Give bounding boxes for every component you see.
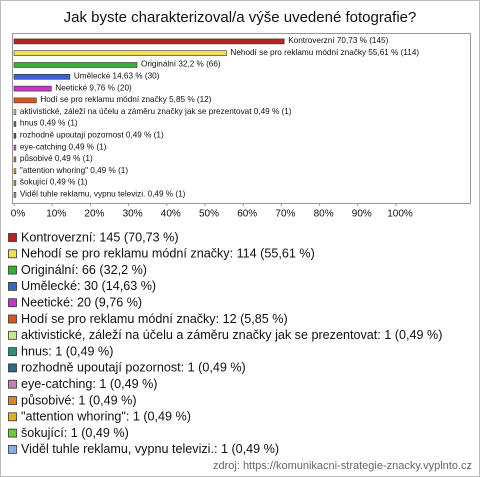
legend-swatch: [8, 412, 17, 422]
value-label: Hodí se pro reklamu módní značky 5,85 % …: [40, 95, 211, 104]
bar: [13, 133, 17, 139]
legend-swatch: [8, 314, 17, 324]
x-tick-label: 30%: [123, 209, 143, 220]
value-label: eye-catching 0,49 % (1): [20, 142, 107, 151]
x-tick-label: 60%: [237, 209, 257, 220]
x-tick-label: 10%: [46, 209, 66, 220]
bar: [13, 192, 17, 198]
legend-label: Viděl tuhle reklamu, vypnu televizi.: 1 …: [21, 442, 279, 456]
value-label: působivé 0,49 % (1): [20, 153, 93, 163]
plot-area: [12, 33, 471, 204]
legend-label: Umělecké: 30 (14,63 %): [21, 279, 156, 293]
legend-swatch: [8, 428, 17, 438]
legend-swatch: [8, 233, 17, 242]
legend-label: "attention whoring": 1 (0,49 %): [21, 410, 191, 424]
value-label: Originální 32,2 % (66): [141, 60, 221, 69]
legend-label: rozhodně upoutají pozornost: 1 (0,49 %): [21, 361, 246, 375]
legend-label: hnus: 1 (0,49 %): [21, 344, 113, 358]
legend-swatch: [8, 330, 17, 340]
value-label: "attention whoring" 0,49 % (1): [20, 166, 128, 175]
bar: [13, 144, 17, 151]
value-label: aktivistické, záleží na účelu a záměru z…: [20, 107, 292, 116]
chart-title: Jak byste charakterizoval/a výše uvedené…: [64, 9, 417, 26]
value-label: hnus 0,49 % (1): [20, 119, 78, 128]
x-tick-label: 40%: [161, 209, 181, 220]
bar: [13, 62, 138, 68]
legend-label: aktivistické, záleží na účelu a záměru z…: [21, 328, 442, 342]
x-tick-label: 80%: [314, 209, 334, 220]
legend-label: Nehodí se pro reklamu módní značky: 114 …: [21, 247, 315, 261]
legend-swatch: [8, 347, 17, 357]
x-tick-label: 0%: [11, 209, 26, 220]
bar: [13, 85, 52, 92]
bar: [13, 50, 227, 57]
legend-swatch: [8, 281, 17, 291]
x-tick-label: 50%: [199, 209, 219, 220]
value-label: Viděl tuhle reklamu, vypnu televizi. 0,4…: [20, 189, 186, 198]
bar: [13, 121, 17, 127]
value-label: Kontroverzní 70,73 % (145): [288, 36, 388, 45]
legend-label: Kontroverzní: 145 (70,73 %): [21, 230, 179, 244]
bar: [13, 109, 17, 115]
legend-label: Neetické: 20 (9,76 %): [21, 296, 142, 310]
legend-label: Originální: 66 (32,2 %): [21, 263, 147, 277]
value-label: rozhodně upoutají pozornost 0,49 % (1): [20, 130, 164, 139]
x-tick-label: 70%: [275, 209, 295, 220]
legend-label: působivé: 1 (0,49 %): [21, 393, 137, 407]
legend-label: šokující: 1 (0,49 %): [21, 426, 129, 440]
value-label: Umělecké 14,63 % (30): [74, 71, 160, 80]
value-label: šokující 0,49 % (1): [20, 178, 88, 187]
legend-swatch: [8, 379, 17, 389]
bar: [13, 180, 17, 186]
value-label: Neetické 9,76 % (20): [55, 83, 132, 92]
legend-swatch: [8, 396, 17, 405]
bar: [13, 97, 37, 104]
x-tick-label: 100%: [387, 209, 413, 220]
bar: [13, 74, 71, 80]
legend-label: Hodí se pro reklamu módní značky: 12 (5,…: [21, 312, 288, 326]
legend-swatch: [8, 444, 17, 454]
legend-swatch: [8, 298, 17, 308]
x-tick-label: 90%: [352, 209, 372, 220]
bar: [13, 168, 17, 174]
bar: [13, 156, 17, 163]
value-label: Nehodí se pro reklamu módní značky 55,61…: [230, 48, 419, 57]
x-tick-label: 20%: [84, 209, 104, 220]
legend-swatch: [8, 249, 17, 259]
source: zdroj: https://komunikacni-strategie-zna…: [213, 460, 472, 472]
bar: [13, 38, 285, 45]
legend-label: eye-catching: 1 (0,49 %): [21, 377, 158, 391]
legend-swatch: [8, 265, 17, 275]
legend-swatch: [8, 363, 17, 373]
